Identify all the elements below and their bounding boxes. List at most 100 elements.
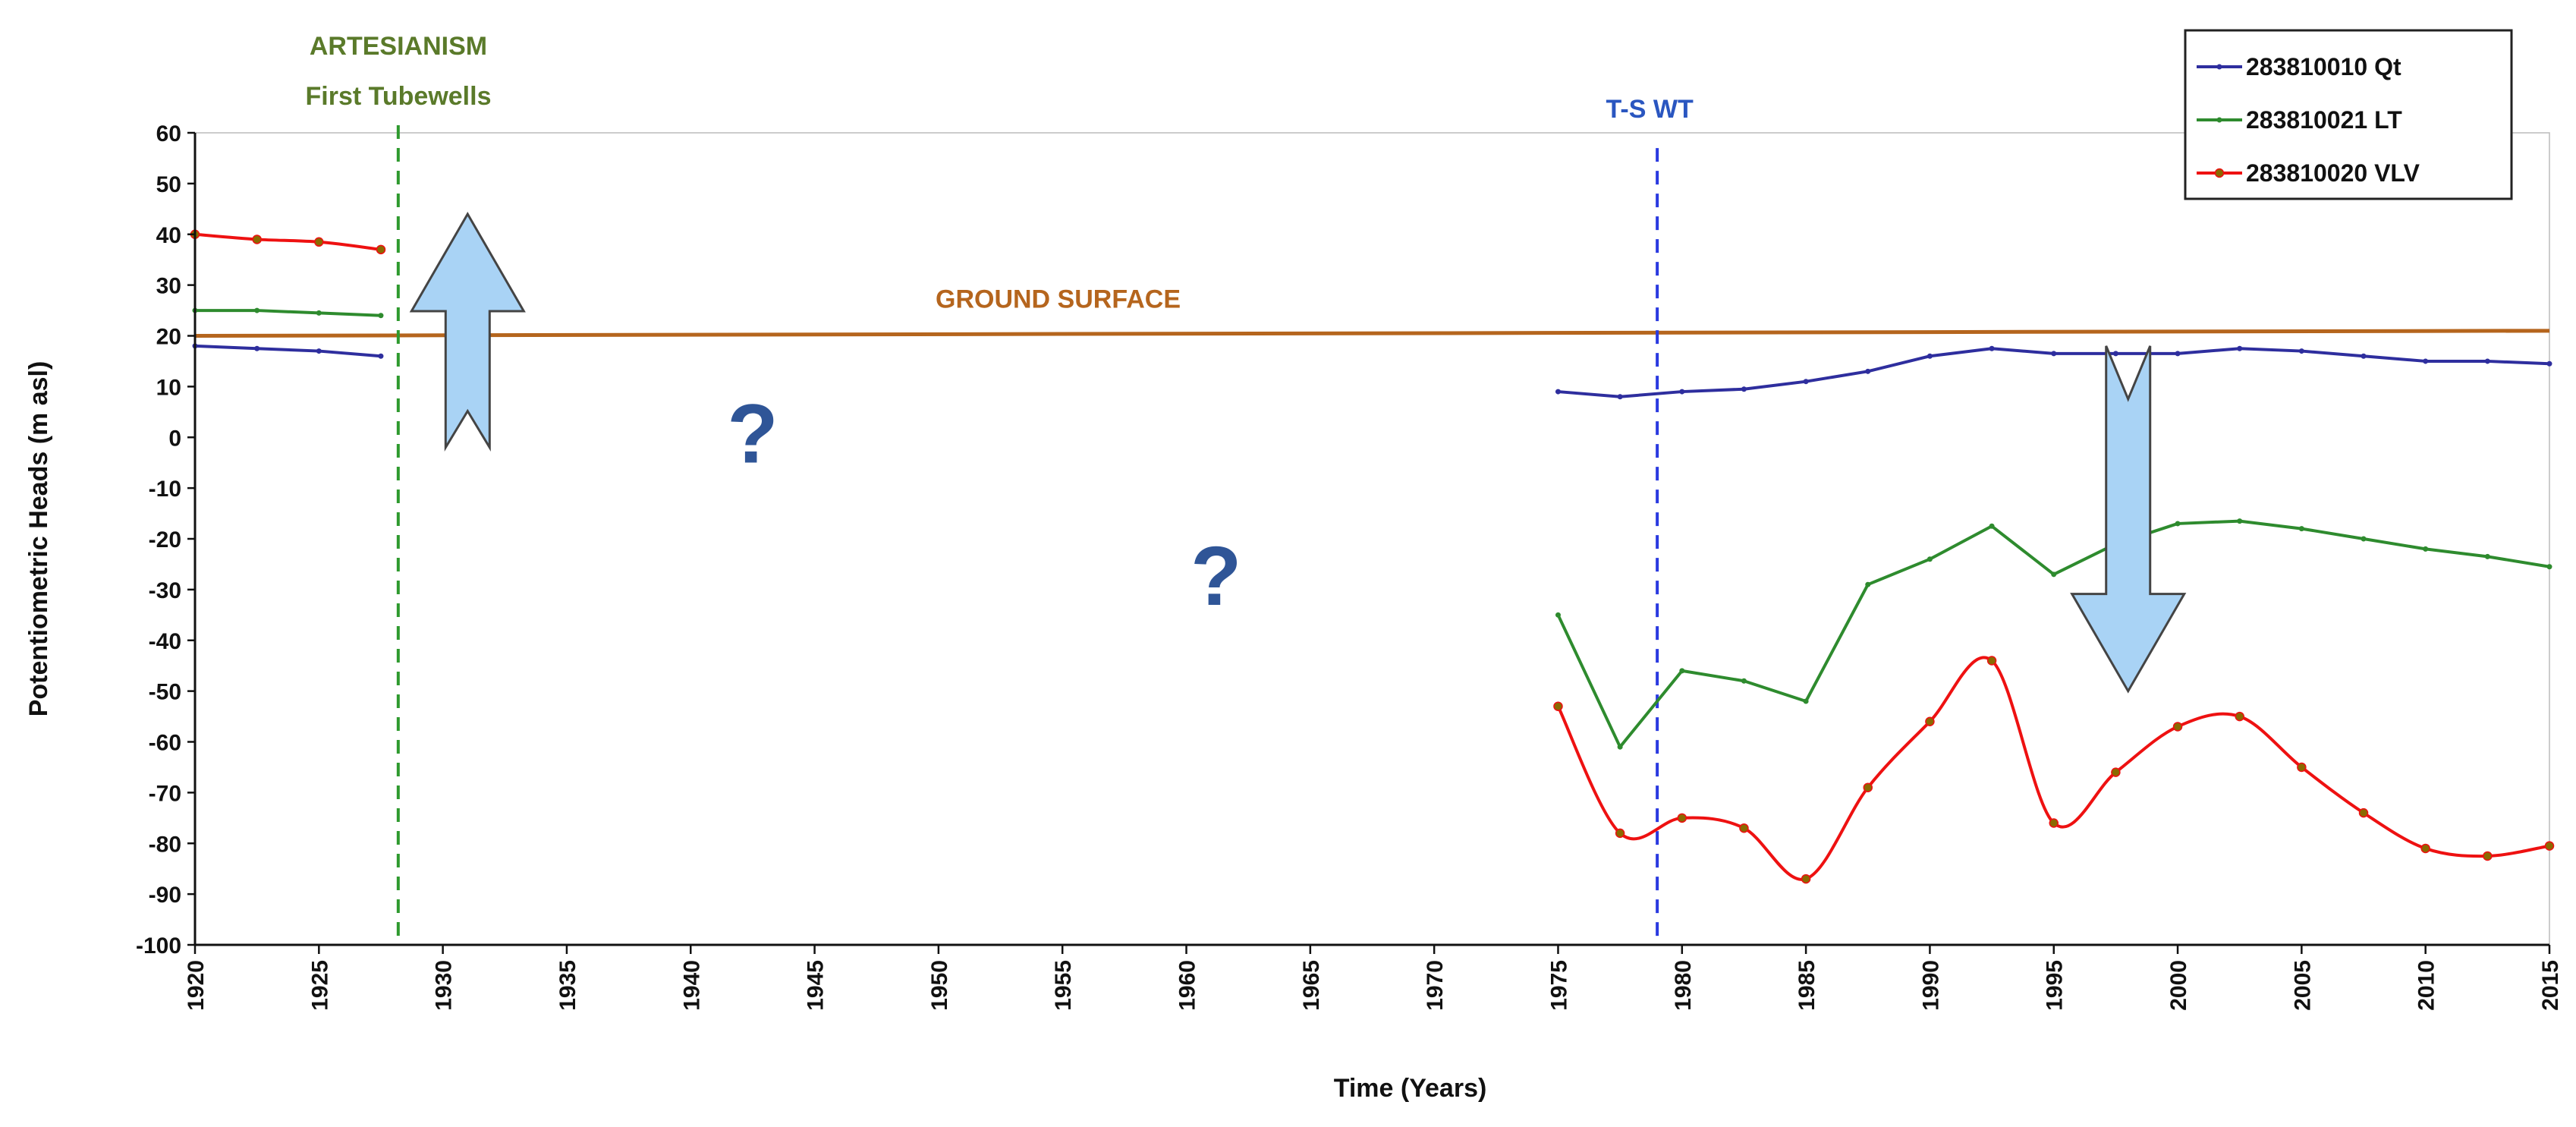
series-qt-point bbox=[2484, 358, 2490, 364]
series-qt-point bbox=[1555, 389, 1561, 395]
x-tick-label: 2005 bbox=[2290, 960, 2315, 1011]
arrow-layer bbox=[409, 212, 2187, 694]
legend-marker-vlv bbox=[2214, 168, 2225, 178]
series-vlv-point bbox=[2420, 843, 2430, 854]
x-tick-label: 1995 bbox=[2043, 960, 2068, 1011]
series-qt-point bbox=[1865, 368, 1871, 374]
series-qt-point bbox=[1989, 345, 1995, 351]
series-lt-point bbox=[1989, 523, 1995, 529]
y-tick-label: 20 bbox=[156, 325, 181, 350]
x-tick-label: 2000 bbox=[2166, 960, 2191, 1011]
y-tick-label: -20 bbox=[149, 527, 181, 552]
series-vlv-point bbox=[1863, 782, 1873, 792]
y-tick-label: 30 bbox=[156, 274, 181, 299]
series-qt-point bbox=[254, 345, 260, 351]
series-qt-point bbox=[2546, 360, 2552, 367]
series-lt-point bbox=[378, 313, 384, 319]
ground-layer bbox=[194, 329, 2550, 338]
x-tick-label: 1980 bbox=[1671, 960, 1696, 1011]
series-vlv-point bbox=[1739, 823, 1749, 833]
x-tick-label: 1930 bbox=[432, 960, 457, 1011]
series-layer bbox=[190, 229, 2555, 884]
x-tick-label: 1990 bbox=[1918, 960, 1943, 1011]
y-tick-label: -40 bbox=[149, 629, 181, 654]
y-tick-label: -60 bbox=[149, 731, 181, 756]
vline-layer bbox=[396, 125, 1659, 945]
y-tick-label: -30 bbox=[149, 578, 181, 603]
tswt-label: T-S WT bbox=[1606, 95, 1694, 124]
series-lt-point bbox=[1555, 612, 1561, 618]
series-vlv-point bbox=[1925, 716, 1935, 726]
series-vlv-point bbox=[2049, 818, 2059, 828]
x-tick-label: 1940 bbox=[679, 960, 704, 1011]
artesianism-label: ARTESIANISM bbox=[310, 32, 487, 61]
series-vlv-point bbox=[376, 244, 386, 255]
series-lt-point bbox=[2175, 521, 2181, 527]
axis-layer: 6050403020100-10-20-30-40-50-60-70-80-90… bbox=[136, 121, 2563, 1011]
y-tick-label: 50 bbox=[156, 172, 181, 197]
series-vlv-point bbox=[1553, 701, 1563, 711]
series-lt-point bbox=[1741, 678, 1747, 684]
ground-surface-line bbox=[194, 329, 2550, 338]
legend-label-vlv: 283810020 VLV bbox=[2246, 159, 2420, 187]
series-qt-point bbox=[2175, 351, 2181, 357]
y-axis-title: Potentiometric Heads (m asl) bbox=[24, 361, 53, 717]
series-qt-line bbox=[194, 344, 382, 358]
series-lt-point bbox=[1679, 668, 1685, 674]
series-qt-point bbox=[1926, 353, 1933, 359]
legend-label-lt: 283810021 LT bbox=[2246, 106, 2402, 134]
series-qt-point bbox=[1741, 386, 1747, 392]
series-lt-point bbox=[2051, 571, 2057, 578]
x-tick-label: 1960 bbox=[1175, 960, 1200, 1011]
y-tick-label: -100 bbox=[136, 933, 181, 959]
series-vlv-point bbox=[314, 237, 324, 247]
y-tick-label: -80 bbox=[149, 832, 181, 857]
series-lt-point bbox=[2237, 518, 2243, 524]
first-tubewells-label: First Tubewells bbox=[306, 82, 492, 111]
legend: 283810010 Qt 283810021 LT 283810020 VLV bbox=[2184, 29, 2513, 200]
series-qt-point bbox=[1679, 389, 1685, 395]
series-qt-point bbox=[378, 353, 384, 359]
series-vlv-point bbox=[1801, 874, 1811, 884]
x-tick-label: 1925 bbox=[307, 960, 332, 1011]
y-tick-label: -10 bbox=[149, 477, 181, 502]
series-vlv-point bbox=[2544, 841, 2555, 851]
plot-frame bbox=[194, 132, 2550, 946]
series-qt-point bbox=[2237, 345, 2243, 351]
down-arrow-icon bbox=[2070, 345, 2187, 694]
y-tick-label: 10 bbox=[156, 375, 181, 400]
series-vlv-point bbox=[1677, 813, 1687, 823]
series-lt-point bbox=[1865, 581, 1871, 587]
annotation-layer: GROUND SURFACE ARTESIANISM First Tubewel… bbox=[24, 32, 1694, 1103]
series-qt-point bbox=[2112, 351, 2118, 357]
y-tick-label: 40 bbox=[156, 223, 181, 248]
x-axis-title: Time (Years) bbox=[1334, 1074, 1487, 1103]
ground-surface-label: GROUND SURFACE bbox=[936, 285, 1181, 314]
series-lt-point bbox=[1617, 744, 1623, 750]
question-mark-2: ? bbox=[1190, 530, 1241, 623]
x-tick-label: 2010 bbox=[2414, 960, 2439, 1011]
x-tick-label: 1975 bbox=[1546, 960, 1571, 1011]
legend-box bbox=[2184, 29, 2513, 200]
series-vlv-line bbox=[1556, 656, 2550, 881]
y-tick-label: -90 bbox=[149, 883, 181, 908]
series-vlv-point bbox=[252, 235, 262, 244]
y-tick-label: -50 bbox=[149, 680, 181, 705]
series-vlv-line bbox=[194, 232, 382, 251]
series-qt-point bbox=[2361, 353, 2367, 359]
legend-marker-lt bbox=[2216, 117, 2222, 123]
x-tick-label: 1985 bbox=[1794, 960, 1820, 1011]
x-tick-label: 1950 bbox=[927, 960, 952, 1011]
series-lt-point bbox=[2546, 564, 2552, 570]
x-tick-label: 1955 bbox=[1051, 960, 1076, 1011]
x-tick-label: 1920 bbox=[184, 960, 209, 1011]
series-lt-point bbox=[2484, 553, 2490, 559]
x-tick-label: 1945 bbox=[804, 960, 829, 1011]
series-lt-point bbox=[254, 307, 260, 313]
x-tick-label: 1935 bbox=[555, 960, 580, 1011]
x-tick-label: 1965 bbox=[1299, 960, 1324, 1011]
series-vlv-point bbox=[2483, 851, 2493, 861]
x-tick-label: 2015 bbox=[2538, 960, 2563, 1011]
y-tick-label: 60 bbox=[156, 121, 181, 146]
